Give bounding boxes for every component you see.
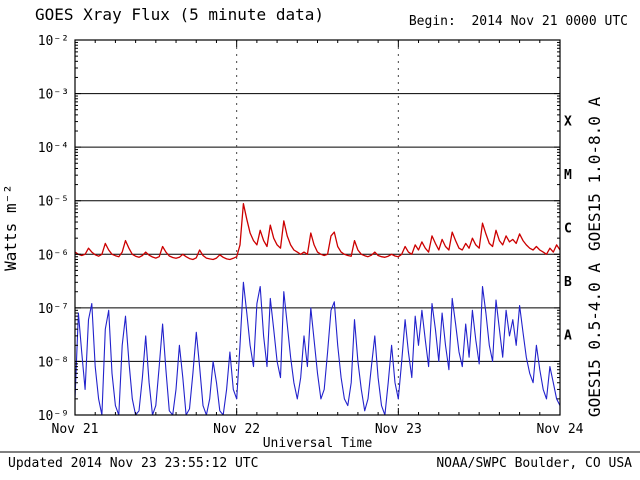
svg-text:Nov 24: Nov 24 (537, 422, 584, 437)
svg-text:X: X (564, 114, 572, 129)
svg-text:10⁻⁷: 10⁻⁷ (38, 302, 69, 317)
svg-text:C: C (564, 222, 572, 237)
x-axis-title: Universal Time (263, 436, 373, 451)
svg-text:B: B (564, 275, 572, 290)
svg-text:10⁻⁵: 10⁻⁵ (38, 195, 69, 210)
svg-text:10⁻⁸: 10⁻⁸ (38, 355, 69, 370)
svg-text:Nov 23: Nov 23 (375, 422, 422, 437)
begin-time-label: Begin: 2014 Nov 21 0000 UTC (408, 14, 628, 29)
series-short-wave-line (75, 281, 560, 415)
svg-text:10⁻³: 10⁻³ (38, 88, 69, 103)
credit-label: NOAA/SWPC Boulder, CO USA (436, 456, 632, 471)
right-label-long-wave: GOES15 1.0-8.0 A (585, 96, 604, 250)
page-title: GOES Xray Flux (5 minute data) (35, 5, 324, 24)
svg-text:Nov 22: Nov 22 (213, 422, 260, 437)
x-tick-labels: Nov 21 Nov 22 Nov 23 Nov 24 (52, 422, 584, 437)
y-tick-labels: 10⁻² 10⁻³ 10⁻⁴ 10⁻⁵ 10⁻⁶ 10⁻⁷ 10⁻⁸ 10⁻⁹ (38, 34, 69, 424)
right-label-short-wave: GOES15 0.5-4.0 A (585, 263, 604, 417)
flare-class-letters: X M C B A (564, 114, 572, 343)
svg-text:10⁻⁹: 10⁻⁹ (38, 409, 69, 424)
updated-timestamp: Updated 2014 Nov 23 23:55:12 UTC (8, 456, 259, 471)
svg-text:M: M (564, 168, 572, 183)
svg-text:Nov 21: Nov 21 (52, 422, 99, 437)
tick-marks (74, 39, 561, 416)
series-long-wave-line (75, 203, 560, 261)
svg-text:A: A (564, 329, 572, 344)
svg-text:10⁻⁴: 10⁻⁴ (38, 141, 69, 156)
svg-text:10⁻²: 10⁻² (38, 34, 69, 49)
v-gridlines (236, 40, 399, 415)
svg-text:10⁻⁶: 10⁻⁶ (38, 248, 69, 263)
y-axis-title: Watts m⁻² (1, 184, 20, 271)
h-gridlines (75, 93, 560, 362)
